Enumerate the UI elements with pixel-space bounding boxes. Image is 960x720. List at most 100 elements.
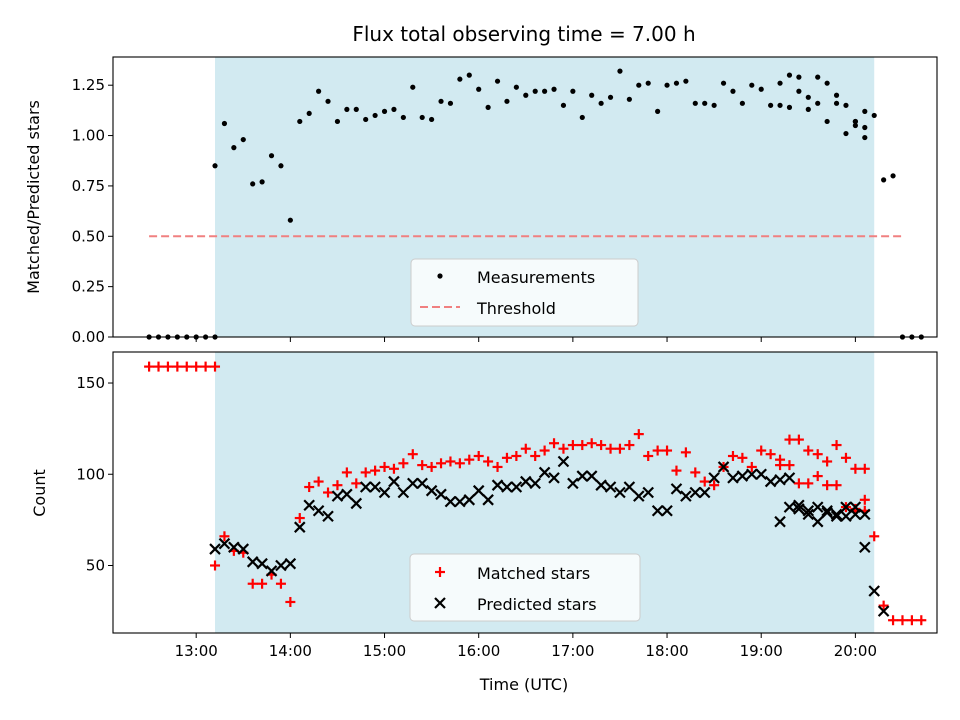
predicted-star-marker (793, 499, 805, 512)
measurement-point (363, 116, 369, 123)
bottom-y-axis-label: Count (30, 469, 49, 517)
marker-stroke (501, 481, 513, 493)
predicted-star-marker (642, 486, 654, 499)
predicted-star-marker (576, 470, 589, 482)
predicted-star-marker (538, 466, 551, 479)
matched-star-marker (464, 454, 475, 465)
marker-stroke (312, 504, 325, 517)
legend-measurements-label: Measurements (477, 268, 595, 287)
predicted-star-marker (840, 510, 852, 522)
marker-stroke (237, 543, 250, 555)
matched-star-marker (633, 429, 644, 440)
predicted-star-marker (689, 486, 702, 499)
predicted-star-marker (312, 504, 325, 517)
predicted-star-marker (228, 541, 240, 554)
top-y-tick-label: 0.75 (72, 177, 105, 195)
x-tick-label: 16:00 (457, 642, 500, 660)
measurement-point (297, 118, 303, 125)
measurement-point (278, 163, 284, 169)
predicted-star-marker (331, 490, 344, 502)
bottom-y-tick-label: 100 (76, 465, 105, 483)
measurement-point (730, 88, 736, 94)
marker-stroke (623, 481, 636, 493)
predicted-star-marker (322, 510, 334, 522)
matched-star-marker (803, 478, 814, 489)
measurement-point (221, 120, 228, 127)
predicted-star-marker (520, 475, 532, 488)
marker-stroke (651, 504, 664, 517)
matched-star-marker (643, 451, 654, 462)
matched-star-marker (153, 361, 164, 372)
marker-stroke (407, 477, 419, 490)
measurement-point (485, 104, 491, 110)
predicted-star-marker (425, 484, 438, 497)
marker-stroke (793, 503, 805, 515)
predicted-star-marker (218, 537, 231, 550)
measurement-point (796, 88, 802, 94)
matched-star-marker (812, 471, 823, 482)
matched-star-marker (172, 361, 183, 372)
matched-star-marker (869, 531, 880, 542)
legend-matched-marker (435, 567, 445, 577)
measurement-point (523, 92, 529, 98)
measurement-point (429, 116, 435, 123)
marker-stroke (633, 490, 645, 502)
matched-star-marker (746, 461, 757, 472)
measurement-point (494, 78, 501, 84)
legend-threshold-label: Threshold (476, 299, 556, 318)
predicted-star-marker (435, 488, 447, 501)
measurement-point (513, 84, 519, 90)
predicted-star-marker (463, 494, 476, 506)
marker-stroke (454, 495, 466, 508)
x-tick-label: 19:00 (740, 642, 783, 660)
measurement-point (796, 74, 802, 80)
predicted-star-marker (736, 470, 749, 482)
predicted-star-marker (237, 543, 250, 555)
matched-star-marker (257, 578, 268, 589)
measurement-point (532, 88, 538, 94)
matched-star-marker (558, 443, 569, 454)
top-y-tick-label: 1.00 (72, 127, 105, 145)
matched-star-marker (831, 440, 842, 451)
matched-star-marker (878, 600, 889, 611)
matched-star-marker (275, 578, 286, 589)
predicted-star-marker (359, 481, 372, 493)
predicted-star-marker (454, 495, 466, 508)
matched-star-marker (709, 480, 720, 491)
predicted-star-marker (830, 508, 843, 521)
marker-stroke (708, 472, 720, 484)
predicted-star-marker (783, 501, 796, 513)
predicted-star-marker (859, 508, 871, 521)
measurement-point (758, 86, 764, 92)
marker-stroke (604, 481, 617, 493)
measurement-point (702, 100, 708, 106)
matched-star-marker (370, 465, 381, 476)
matched-star-marker (680, 447, 691, 458)
predicted-star-marker (698, 486, 711, 499)
marker-stroke (576, 470, 589, 482)
marker-stroke (840, 501, 852, 513)
marker-stroke (783, 501, 796, 513)
marker-stroke (727, 472, 739, 484)
predicted-star-marker (783, 472, 796, 484)
measurement-point (852, 122, 858, 129)
measurement-point (372, 112, 378, 119)
measurement-point (862, 134, 868, 141)
matched-star-marker (614, 443, 625, 454)
marker-stroke (520, 475, 532, 488)
measurement-point (334, 118, 341, 125)
matched-star-marker (822, 456, 833, 467)
measurement-point (306, 110, 312, 117)
measurement-point (231, 145, 237, 151)
x-tick-label: 17:00 (551, 642, 594, 660)
measurement-point (768, 102, 774, 108)
matched-star-marker (388, 463, 399, 474)
matched-star-marker (436, 458, 447, 469)
predicted-star-marker (557, 455, 570, 468)
top-y-tick-label: 1.25 (72, 76, 105, 94)
predicted-star-marker (830, 510, 843, 522)
predicted-star-marker (246, 556, 259, 568)
marker-stroke (463, 494, 476, 506)
measurement-point (843, 130, 849, 137)
